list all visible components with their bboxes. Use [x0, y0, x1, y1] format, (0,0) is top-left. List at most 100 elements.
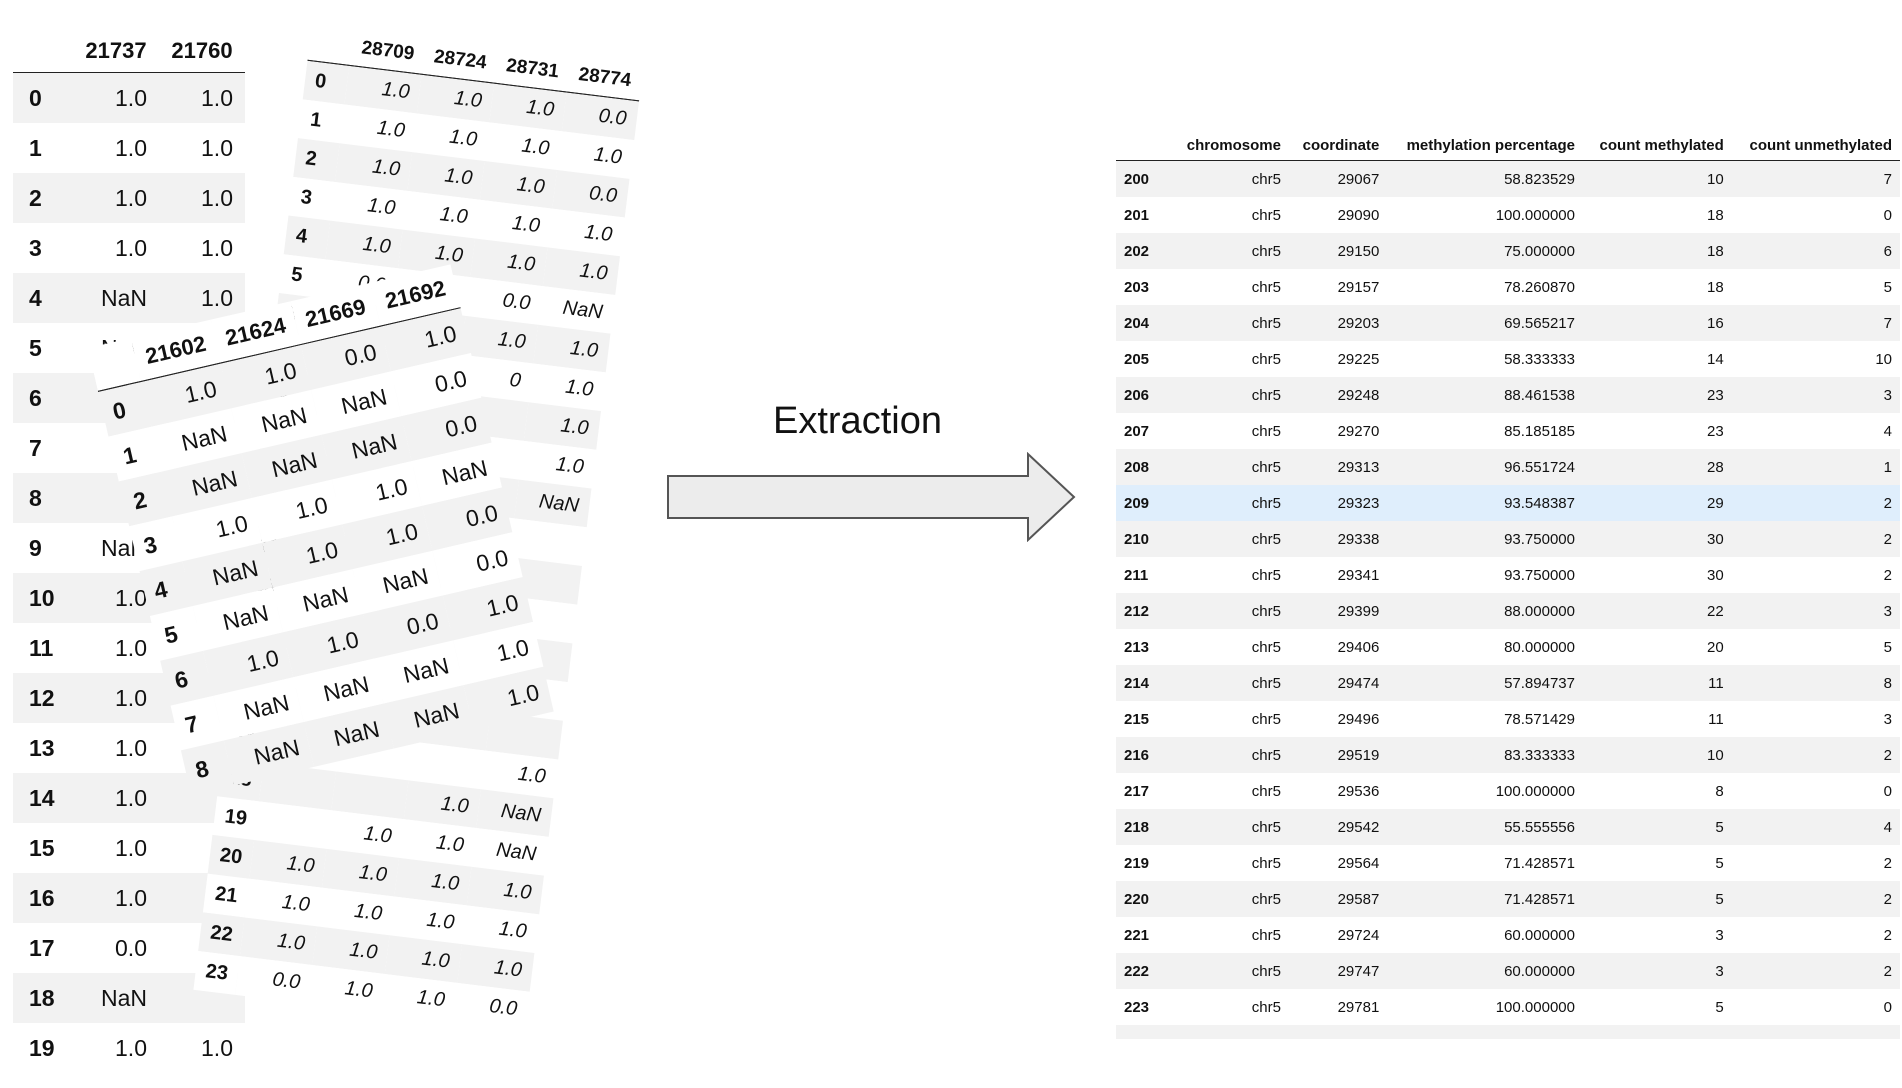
header-index: [1116, 130, 1172, 161]
cell-value: 29203: [1288, 305, 1388, 341]
cell-value: 4: [1731, 413, 1900, 449]
row-index: 219: [1116, 845, 1172, 881]
cell-value: 18: [1582, 197, 1732, 233]
cell-value: 100.000000: [1387, 773, 1583, 809]
row-index: 212: [1116, 593, 1172, 629]
cell-value: 3: [1731, 593, 1900, 629]
cell-value: 29781: [1288, 989, 1388, 1025]
row-index: 200: [1116, 160, 1172, 197]
table-row: 214 chr5 29474 57.894737 11 8: [1116, 665, 1900, 701]
cell-value: 3: [1582, 953, 1732, 989]
row-index: 202: [1116, 233, 1172, 269]
cell-value: 1: [1731, 449, 1900, 485]
row-index: 5: [13, 323, 73, 373]
cell-value: 3: [1731, 377, 1900, 413]
cell-value: 2: [1731, 521, 1900, 557]
table-row: 209 chr5 29323 93.548387 29 2: [1116, 485, 1900, 521]
cell-value: 2: [1731, 953, 1900, 989]
column-header: methylation percentage: [1387, 130, 1583, 161]
row-index: 14: [13, 773, 73, 823]
cell-value: 93.548387: [1387, 485, 1583, 521]
row-index: 220: [1116, 881, 1172, 917]
table-row: 217 chr5 29536 100.000000 8 0: [1116, 773, 1900, 809]
cell-value: 10: [1731, 341, 1900, 377]
row-index: 201: [1116, 197, 1172, 233]
cell-value: 1.0: [73, 673, 159, 723]
cell-value: chr5: [1172, 341, 1289, 377]
cell-value: 93.750000: [1387, 557, 1583, 593]
cell-value: 29338: [1288, 521, 1388, 557]
cell-value: 1.0: [73, 823, 159, 873]
cell-value: 22: [1582, 593, 1732, 629]
cell-value: 100.000000: [1387, 989, 1583, 1025]
cell-value: chr5: [1172, 881, 1289, 917]
cell-value: 1.0: [73, 223, 159, 273]
cell-value: chr5: [1172, 989, 1289, 1025]
cell-value: 5: [1582, 845, 1732, 881]
cell-value: 11: [1582, 701, 1732, 737]
cell-value: 18: [1582, 233, 1732, 269]
cell-value: 29341: [1288, 557, 1388, 593]
cell-value: 85.185185: [1387, 413, 1583, 449]
row-index: 216: [1116, 737, 1172, 773]
row-index: 1: [297, 99, 345, 144]
row-index: 18: [13, 973, 73, 1023]
cell-value: 10: [1582, 737, 1732, 773]
row-index: 9: [13, 523, 73, 573]
row-index: 205: [1116, 341, 1172, 377]
extraction-label: Extraction: [773, 400, 942, 442]
cell-value: 30: [1582, 557, 1732, 593]
cell-value: 29157: [1288, 269, 1388, 305]
cell-value: 8: [1582, 773, 1732, 809]
table-row: 216 chr5 29519 83.333333 10 2: [1116, 737, 1900, 773]
cell-value: 18: [1582, 269, 1732, 305]
table-row: 213 chr5 29406 80.000000 20 5: [1116, 629, 1900, 665]
cell-value: 1.0: [73, 1023, 159, 1073]
row-index: 206: [1116, 377, 1172, 413]
cell-value: 0: [1731, 773, 1900, 809]
cell-value: 1.0: [73, 123, 159, 173]
cell-value: 23: [1582, 377, 1732, 413]
cell-value: 30: [1582, 521, 1732, 557]
cell-value: 5: [1582, 809, 1732, 845]
cell-value: chr5: [1172, 701, 1289, 737]
cell-value: 60.000000: [1387, 917, 1583, 953]
cell-value: chr5: [1172, 269, 1289, 305]
cell-value: 6: [1731, 233, 1900, 269]
cell-value: 29067: [1288, 160, 1388, 197]
cell-value: 1.0: [307, 965, 385, 1013]
cell-value: 29150: [1288, 233, 1388, 269]
cell-value: 29090: [1288, 197, 1388, 233]
table-row: 215 chr5 29496 78.571429 11 3: [1116, 701, 1900, 737]
cell-value: NaN: [73, 273, 159, 323]
cell-value: 29542: [1288, 809, 1388, 845]
row-index: 207: [1116, 413, 1172, 449]
cell-value: 88.461538: [1387, 377, 1583, 413]
cell-value: chr5: [1172, 845, 1289, 881]
cell-value: 0: [1731, 197, 1900, 233]
cell-value: 29406: [1288, 629, 1388, 665]
cell-value: 0: [1731, 989, 1900, 1025]
cell-value: 28: [1582, 449, 1732, 485]
row-index: 218: [1116, 809, 1172, 845]
cell-value: 29496: [1288, 701, 1388, 737]
cell-value: 1.0: [159, 72, 245, 123]
row-index: 19: [13, 1023, 73, 1073]
cell-value: 3: [1582, 917, 1732, 953]
table-row: 212 chr5 29399 88.000000 22 3: [1116, 593, 1900, 629]
row-index: 214: [1116, 665, 1172, 701]
row-index: 217: [1116, 773, 1172, 809]
cell-value: chr5: [1172, 917, 1289, 953]
cell-value: 1.0: [159, 273, 245, 323]
cell-value: 80.000000: [1387, 629, 1583, 665]
row-index: 10: [13, 573, 73, 623]
cell-value: 1.0: [73, 723, 159, 773]
row-index: 209: [1116, 485, 1172, 521]
cell-value: 1.0: [379, 973, 458, 1022]
table-row: 205 chr5 29225 58.333333 14 10: [1116, 341, 1900, 377]
cell-value: chr5: [1172, 160, 1289, 197]
table-row: 211 chr5 29341 93.750000 30 2: [1116, 557, 1900, 593]
header-row: chromosome coordinate methylation percenta…: [1116, 130, 1900, 161]
row-index: 15: [13, 823, 73, 873]
row-index: 210: [1116, 521, 1172, 557]
